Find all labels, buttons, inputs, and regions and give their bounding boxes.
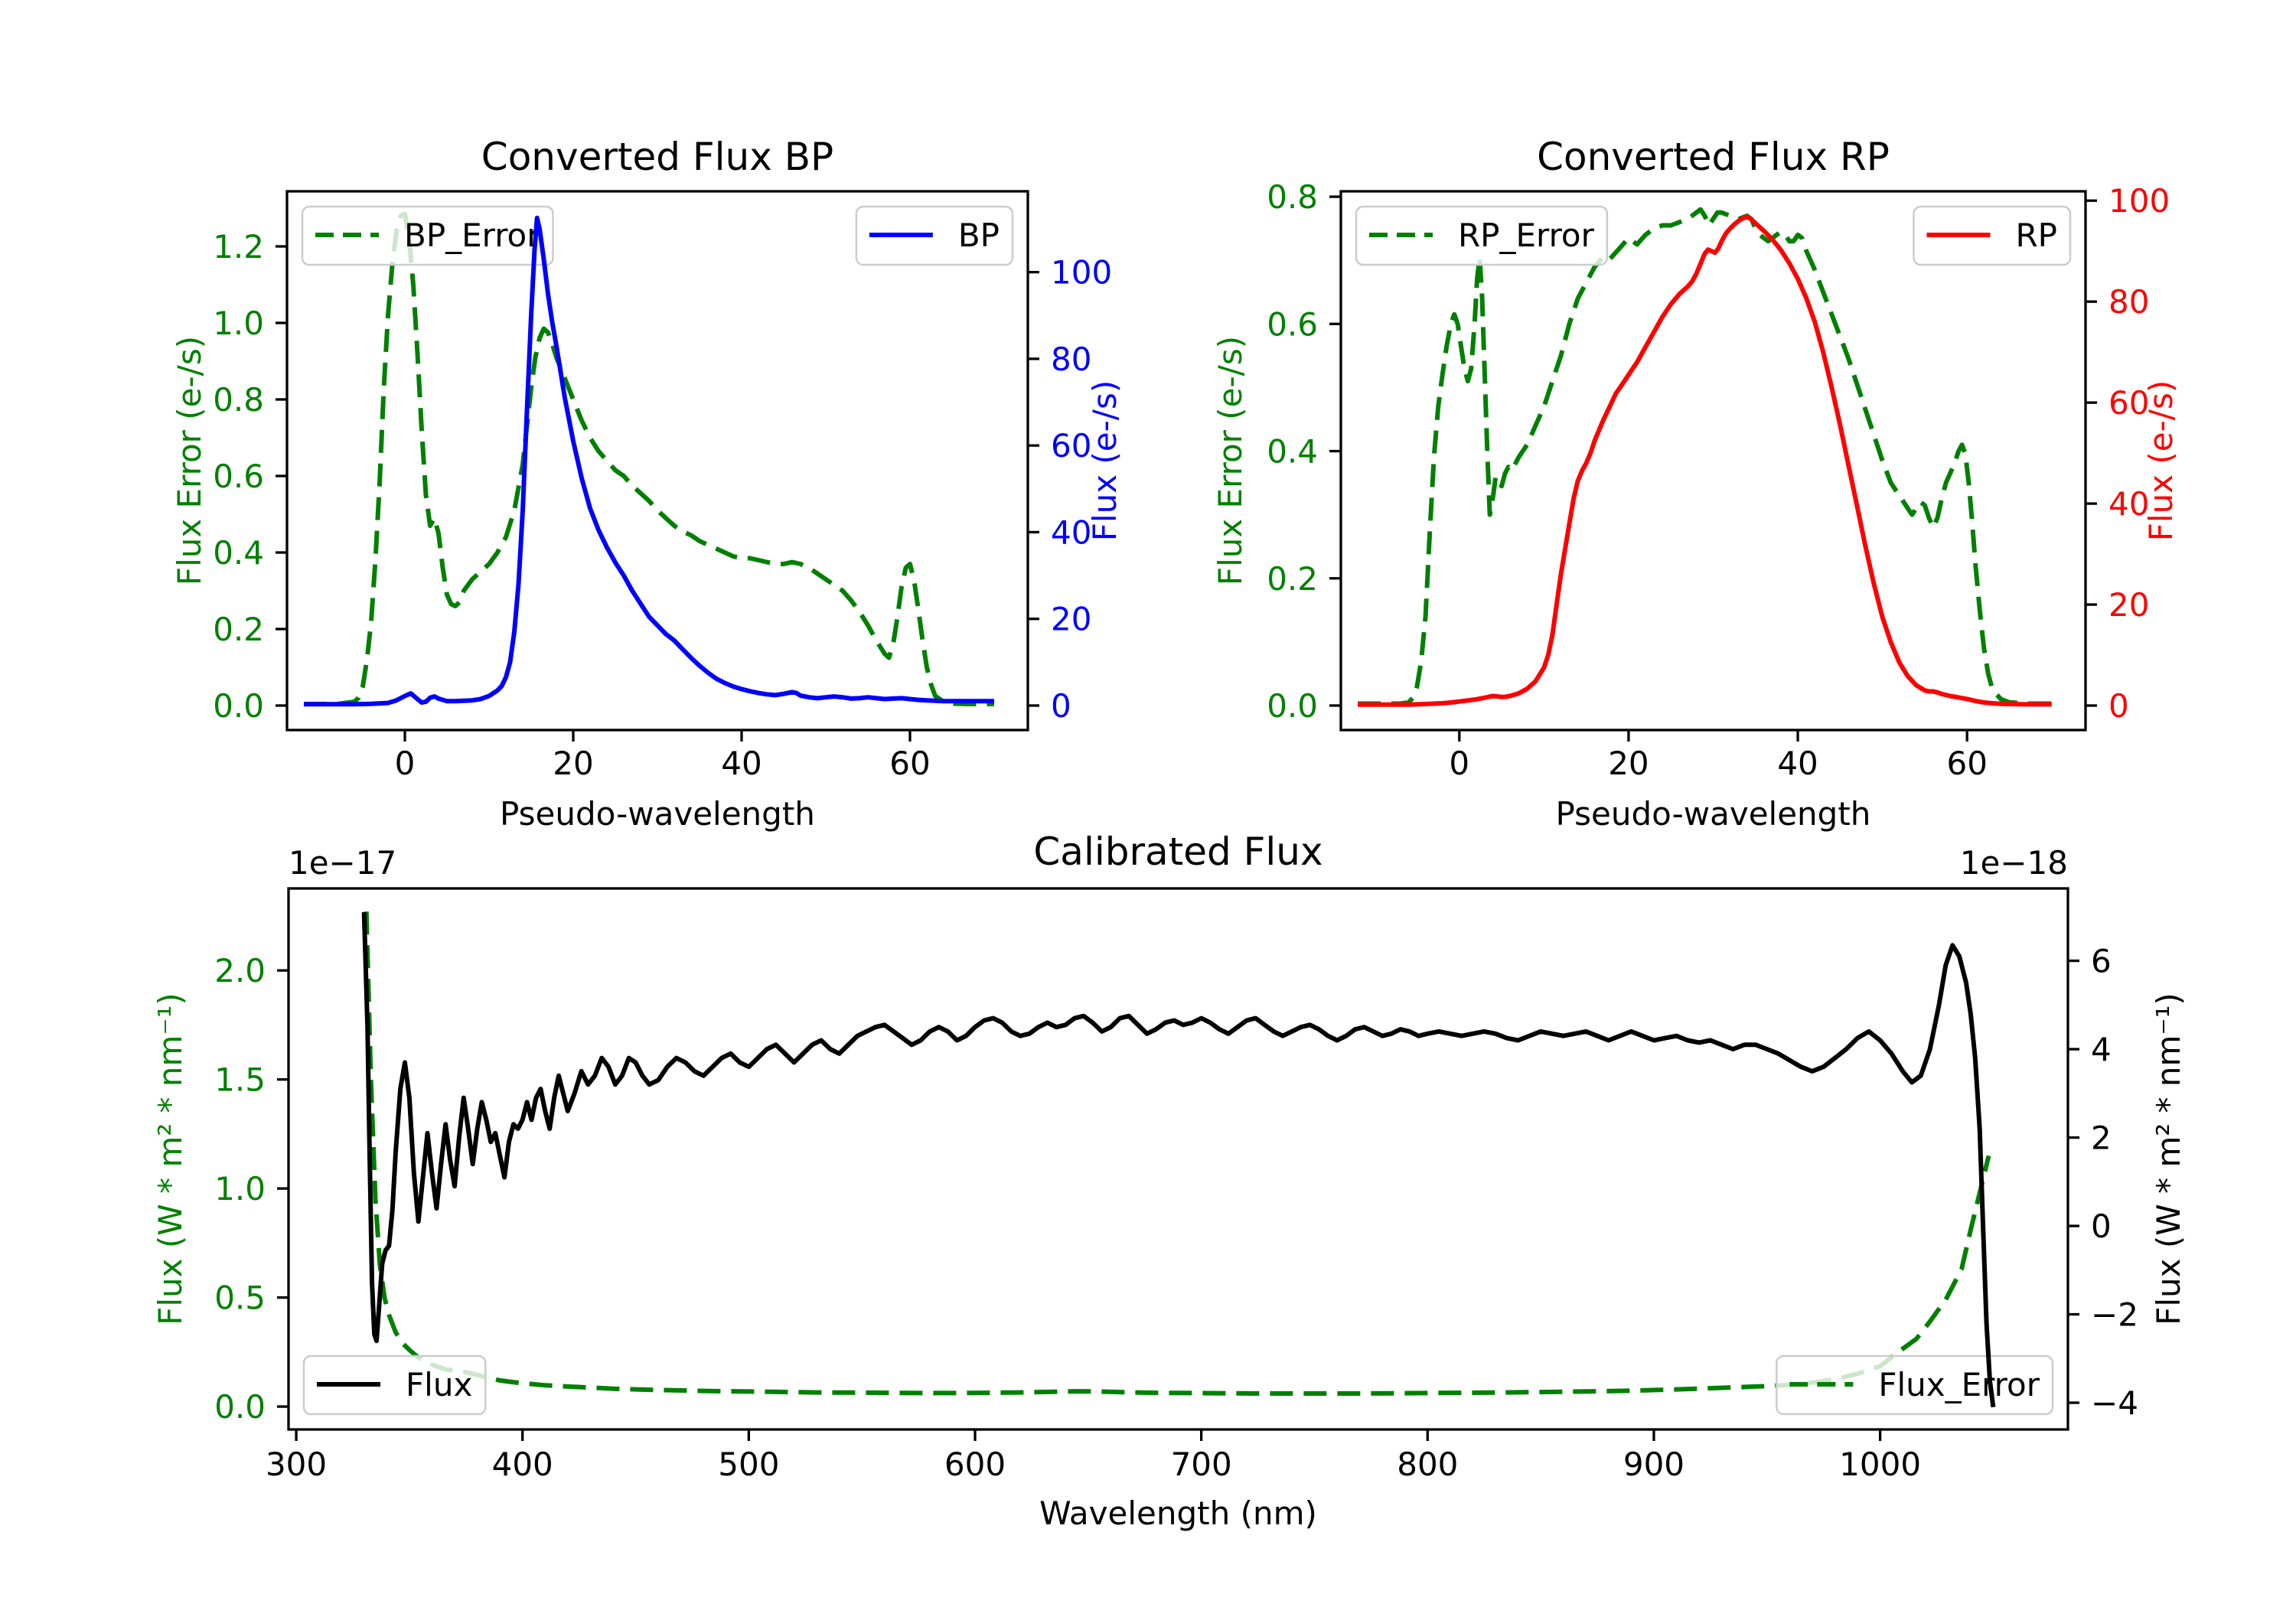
legend-flux-error: Flux_Error — [1776, 1354, 2054, 1416]
y-right-axis-label: Flux (e-/s) — [2142, 380, 2180, 541]
y-right-axis-label: Flux (e-/s) — [1086, 380, 1124, 541]
y-right-tick-label: 2 — [2091, 1120, 2112, 1157]
y-right-tick-label: 80 — [1051, 341, 1091, 378]
y-left-tick-label: 0.4 — [1267, 433, 1318, 471]
x-tick-label: 20 — [553, 745, 593, 782]
legend-rp: RP — [1913, 205, 2072, 266]
legend-rp-error: RP_Error — [1355, 205, 1609, 266]
axes-frame — [287, 887, 2069, 1431]
y-right-tick-label: −4 — [2091, 1384, 2138, 1422]
legend-label: RP — [2015, 217, 2057, 254]
y-left-axis-label: Flux (W * m² * nm⁻¹) — [152, 993, 189, 1325]
y-right-tick-label: 100 — [1051, 254, 1112, 292]
chart-title: Converted Flux BP — [481, 135, 833, 179]
y-right-tick-label: 4 — [2091, 1031, 2112, 1068]
x-tick-label: 800 — [1397, 1446, 1458, 1483]
rp-curve — [1358, 214, 2052, 707]
y-right-tick-label: 60 — [2108, 384, 2149, 422]
y-left-tick-label: 1.0 — [214, 1170, 266, 1208]
x-tick-label: 400 — [492, 1446, 553, 1483]
legend-box — [301, 205, 554, 266]
x-tick-label: 700 — [1171, 1446, 1232, 1483]
legend-label: BP_Error — [404, 217, 540, 254]
y-right-tick-label: 20 — [1051, 601, 1091, 638]
legend-box — [855, 205, 1014, 266]
x-tick-label: 900 — [1623, 1446, 1684, 1483]
y-right-tick-label: 40 — [1051, 513, 1091, 551]
x-tick-label: 60 — [1946, 745, 1987, 782]
y-right-tick-label: 40 — [2108, 485, 2149, 523]
y-right-tick-label: 6 — [2091, 943, 2112, 980]
y-left-tick-label: 1.2 — [213, 228, 264, 266]
y-left-tick-label: 0.0 — [1267, 687, 1318, 725]
y-left-tick-label: 0.5 — [214, 1279, 266, 1317]
y-left-tick-label: 0.0 — [214, 1388, 266, 1426]
legend-label: BP — [958, 217, 1000, 254]
x-tick-label: 0 — [1449, 745, 1469, 782]
x-tick-label: 60 — [889, 745, 930, 782]
y-left-tick-label: 0.6 — [1267, 305, 1318, 343]
bp-curve — [304, 215, 994, 707]
x-tick-label: 1000 — [1839, 1446, 1921, 1483]
legend-box — [1355, 205, 1609, 266]
x-axis-label: Wavelength (nm) — [1039, 1495, 1317, 1532]
chart-converted-flux-rp: Converted Flux RP 0 20 40 60 0.0 0.2 0.4 0.6 0.8 0… — [1212, 135, 2180, 833]
y-right-tick-label: 20 — [2108, 586, 2149, 624]
x-tick-label: 500 — [718, 1446, 779, 1483]
y-left-tick-label: 0.8 — [1267, 178, 1318, 216]
legend-box — [1913, 205, 2072, 266]
axes-frame — [285, 190, 1029, 732]
x-tick-label: 0 — [395, 745, 416, 782]
x-tick-label: 40 — [721, 745, 762, 782]
y-right-offset-text: 1e−18 — [1960, 844, 2068, 882]
rp-error-curve — [1358, 207, 2052, 706]
x-tick-label: 600 — [944, 1446, 1006, 1483]
axes-frame — [1339, 190, 2087, 732]
chart-title: Converted Flux RP — [1537, 135, 1890, 179]
y-left-axis-label: Flux Error (e-/s) — [171, 336, 208, 585]
y-left-tick-label: 0.4 — [213, 534, 264, 572]
y-left-tick-label: 2.0 — [214, 952, 266, 989]
y-right-tick-label: 0 — [2108, 687, 2129, 725]
y-right-axis-label: Flux (W * m² * nm⁻¹) — [2150, 993, 2187, 1325]
y-left-tick-label: 0.6 — [213, 458, 264, 495]
legend-box — [302, 1354, 487, 1416]
x-axis-label: Pseudo-wavelength — [1556, 795, 1871, 833]
legend-label: Flux — [406, 1366, 472, 1403]
y-right-tick-label: 0 — [2091, 1208, 2112, 1245]
y-left-tick-label: 0.8 — [213, 381, 264, 419]
y-left-offset-text: 1e−17 — [289, 844, 396, 882]
x-axis-label: Pseudo-wavelength — [500, 795, 815, 833]
y-left-axis-label: Flux Error (e-/s) — [1212, 336, 1249, 585]
x-tick-label: 20 — [1608, 745, 1649, 782]
y-right-tick-label: 100 — [2108, 182, 2170, 220]
chart-converted-flux-bp: Converted Flux BP 0 20 40 60 0.0 0.2 0.4 0.6 0.8 1… — [171, 135, 1124, 833]
legend-label: RP_Error — [1458, 217, 1595, 254]
y-right-tick-label: 80 — [2108, 283, 2149, 321]
chart-calibrated-flux: Calibrated Flux 300 400 500 600 700 800 900 1000… — [152, 830, 2187, 1532]
y-right-tick-label: −2 — [2091, 1296, 2138, 1334]
legend-bp-error: BP_Error — [301, 205, 554, 266]
x-tick-label: 40 — [1777, 745, 1818, 782]
legend-box — [1776, 1354, 2054, 1416]
y-left-tick-label: 0.2 — [1267, 560, 1318, 598]
y-left-tick-label: 0.2 — [213, 611, 264, 648]
legend-flux: Flux — [302, 1354, 487, 1416]
y-right-tick-label: 60 — [1051, 427, 1091, 464]
flux-curve — [361, 911, 1996, 1408]
bp-error-curve — [304, 211, 994, 706]
legend-label: Flux_Error — [1878, 1366, 2040, 1403]
chart-title: Calibrated Flux — [1033, 830, 1322, 874]
y-right-tick-label: 0 — [1051, 687, 1071, 725]
y-left-tick-label: 1.5 — [214, 1061, 266, 1099]
legend-bp: BP — [855, 205, 1014, 266]
flux-error-curve — [364, 911, 1991, 1396]
y-left-tick-label: 0.0 — [213, 687, 264, 725]
y-left-tick-label: 1.0 — [213, 305, 264, 342]
x-tick-label: 300 — [266, 1446, 327, 1483]
